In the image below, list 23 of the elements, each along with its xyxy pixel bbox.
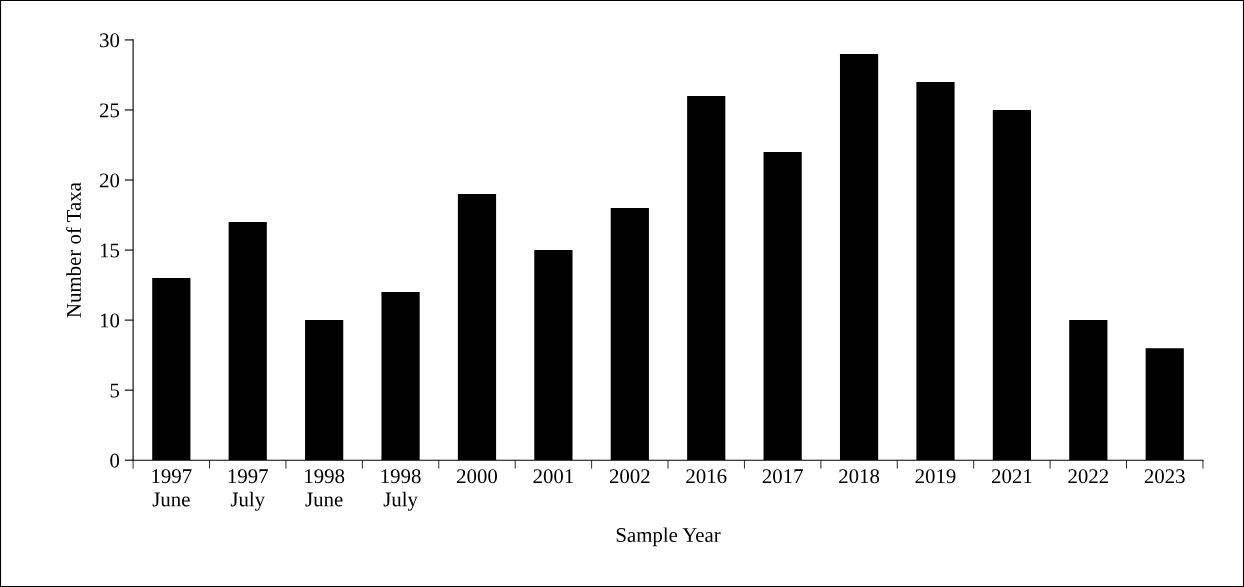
- x-tick-label: 2000: [457, 469, 498, 484]
- x-tick-label: 2023: [1144, 469, 1185, 484]
- x-tick-label: 1998 June: [305, 469, 345, 507]
- x-tick-label: 2022: [1068, 469, 1109, 484]
- y-tick-label: 30: [100, 33, 120, 48]
- x-tick-label: 2017: [762, 469, 803, 484]
- x-tick-label: 2001: [533, 469, 573, 484]
- x-tick-label: 1997 July: [228, 469, 268, 511]
- x-tick-label: 2016: [686, 469, 727, 484]
- x-tick-label: 1997 June: [152, 469, 192, 507]
- y-tick-label: 20: [99, 173, 120, 188]
- x-tick-label: 2002: [609, 469, 650, 484]
- y-tick-label: 25: [99, 103, 120, 118]
- y-tick-label: 5: [110, 383, 120, 398]
- x-axis-title: Sample Year: [616, 527, 721, 547]
- x-tick-label: 2018: [839, 469, 880, 484]
- y-tick-label: 15: [100, 243, 120, 258]
- x-tick-label: 1998 July: [381, 469, 421, 511]
- x-tick-label: 2021: [991, 469, 1032, 484]
- y-tick-label: 0: [110, 453, 120, 468]
- y-axis-title: Number of Taxa: [66, 182, 81, 318]
- x-tick-label: 2019: [915, 469, 956, 484]
- y-tick-label: 10: [100, 313, 120, 328]
